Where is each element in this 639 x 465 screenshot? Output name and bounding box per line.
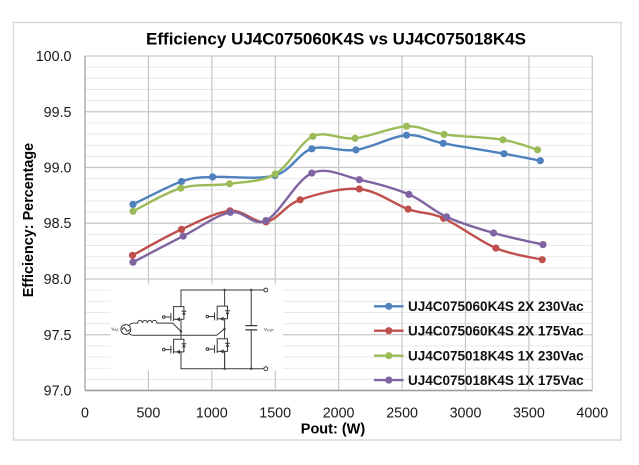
svg-text:UJ4C075018K4S 1X 175Vac: UJ4C075018K4S 1X 175Vac	[408, 373, 584, 388]
svg-text:2500: 2500	[386, 406, 418, 422]
svg-text:97.0: 97.0	[44, 384, 72, 400]
svg-text:99.5: 99.5	[44, 105, 72, 121]
svg-text:VOUT: VOUT	[264, 327, 274, 333]
svg-text:2000: 2000	[323, 406, 355, 422]
svg-text:UJ4C075018K4S 1X 230Vac: UJ4C075018K4S 1X 230Vac	[408, 349, 584, 364]
svg-text:98.0: 98.0	[44, 272, 72, 288]
svg-text:4000: 4000	[576, 406, 608, 422]
svg-text:UJ4C075060K4S 2X 175Vac: UJ4C075060K4S 2X 175Vac	[408, 324, 584, 339]
svg-text:Pout: (W): Pout: (W)	[301, 422, 366, 438]
svg-text:3500: 3500	[513, 406, 545, 422]
svg-text:1500: 1500	[259, 406, 291, 422]
svg-text:Efficiency: Percentage: Efficiency: Percentage	[21, 143, 37, 297]
svg-text:97.5: 97.5	[44, 328, 72, 344]
svg-text:Efficiency UJ4C075060K4S vs UJ: Efficiency UJ4C075060K4S vs UJ4C075018K4…	[146, 30, 526, 49]
svg-text:500: 500	[136, 406, 160, 422]
svg-text:98.5: 98.5	[44, 216, 72, 232]
svg-text:1000: 1000	[196, 406, 228, 422]
svg-text:0: 0	[81, 406, 89, 422]
svg-text:UJ4C075060K4S 2X 230Vac: UJ4C075060K4S 2X 230Vac	[408, 299, 584, 314]
svg-text:99.0: 99.0	[44, 161, 72, 177]
svg-text:VAC: VAC	[111, 327, 119, 333]
svg-text:3000: 3000	[450, 406, 482, 422]
svg-text:100.0: 100.0	[36, 49, 72, 65]
